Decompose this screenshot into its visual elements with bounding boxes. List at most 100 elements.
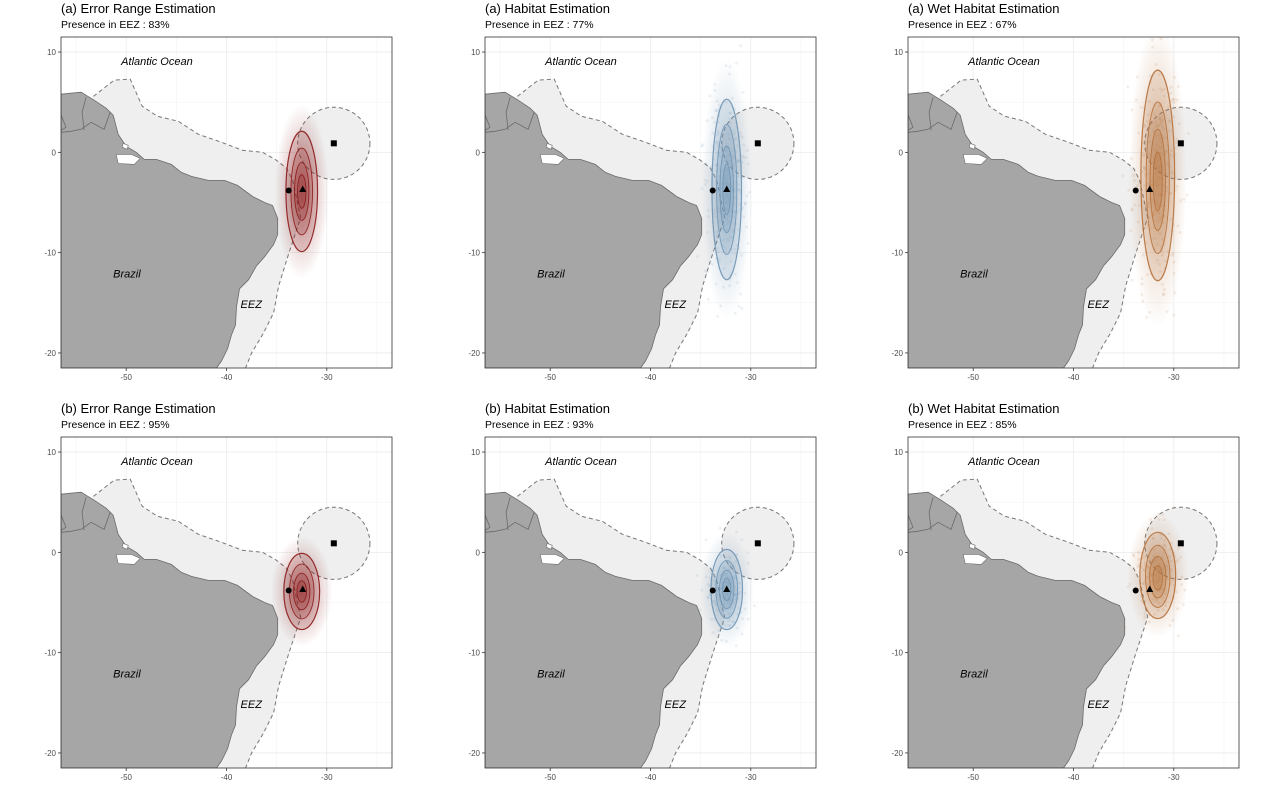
sample-point bbox=[1153, 179, 1157, 183]
sample-point bbox=[1143, 615, 1147, 619]
panel-title: (b) Error Range Estimation bbox=[61, 401, 216, 416]
sample-point bbox=[715, 608, 719, 612]
x-tick-label: -50 bbox=[544, 373, 556, 382]
sample-point bbox=[728, 624, 732, 627]
sample-point bbox=[1160, 282, 1164, 286]
sample-point bbox=[1173, 291, 1177, 295]
sample-point bbox=[1136, 184, 1139, 188]
sample-point bbox=[706, 215, 710, 219]
sample-point bbox=[713, 580, 717, 583]
sample-point bbox=[733, 593, 737, 596]
sample-point bbox=[1170, 149, 1173, 152]
sample-point bbox=[722, 566, 726, 569]
sample-point bbox=[1158, 193, 1162, 197]
sample-point bbox=[1161, 253, 1164, 257]
sample-point bbox=[1168, 624, 1172, 628]
sample-point bbox=[742, 156, 746, 159]
sample-point bbox=[1142, 165, 1146, 169]
sample-point bbox=[731, 216, 735, 220]
sample-point bbox=[727, 623, 730, 627]
sample-point bbox=[735, 626, 739, 630]
panel-subtitle: Presence in EEZ : 85% bbox=[908, 419, 1017, 431]
sample-point bbox=[1136, 564, 1140, 568]
sample-point bbox=[1158, 232, 1162, 236]
y-tick-label: -20 bbox=[468, 749, 480, 758]
sample-point bbox=[1179, 199, 1183, 203]
sample-point bbox=[1142, 582, 1146, 586]
sample-point bbox=[740, 538, 744, 542]
sample-point bbox=[727, 619, 731, 622]
sample-point bbox=[735, 61, 739, 65]
sample-point bbox=[1133, 203, 1137, 207]
country-label: Brazil bbox=[113, 269, 141, 281]
sample-point bbox=[746, 551, 750, 555]
sample-point bbox=[716, 235, 719, 239]
sample-point bbox=[1154, 598, 1158, 602]
sample-point bbox=[1143, 561, 1147, 565]
sample-point bbox=[743, 202, 747, 206]
sample-point bbox=[732, 155, 736, 159]
sample-point bbox=[1131, 173, 1135, 177]
y-tick-label: -10 bbox=[44, 249, 56, 258]
y-tick-label: 0 bbox=[899, 548, 904, 557]
sample-point bbox=[1183, 588, 1187, 592]
y-tick-label: -20 bbox=[44, 749, 56, 758]
sample-point bbox=[740, 154, 744, 158]
sample-point bbox=[717, 628, 720, 632]
sample-point bbox=[724, 149, 728, 152]
sample-point bbox=[1161, 237, 1165, 241]
sample-point bbox=[1172, 32, 1175, 35]
sample-point bbox=[733, 247, 737, 251]
sample-point bbox=[1163, 544, 1167, 548]
y-tick-label: -10 bbox=[44, 649, 56, 658]
sample-point bbox=[1156, 124, 1160, 128]
sample-point bbox=[1180, 575, 1184, 579]
sample-point bbox=[722, 566, 726, 570]
country-label: Brazil bbox=[113, 669, 141, 681]
sample-point bbox=[1162, 518, 1166, 522]
sample-point bbox=[1169, 191, 1173, 195]
sample-point bbox=[1164, 589, 1168, 592]
sample-point bbox=[745, 194, 749, 198]
brazil-land bbox=[908, 491, 1126, 768]
plot-area: Atlantic Ocean Brazil EEZ bbox=[908, 437, 1239, 768]
ocean-label: Atlantic Ocean bbox=[544, 56, 617, 68]
sample-point bbox=[1139, 105, 1143, 109]
sample-point bbox=[728, 235, 732, 239]
sample-point bbox=[1169, 85, 1173, 89]
eez-label: EEZ bbox=[1088, 299, 1111, 311]
sample-point bbox=[724, 200, 728, 204]
density-contour bbox=[1149, 556, 1167, 599]
sample-point bbox=[1158, 165, 1162, 168]
sample-point bbox=[1153, 612, 1156, 616]
sample-point bbox=[1154, 166, 1158, 169]
sample-point bbox=[745, 149, 749, 152]
border-line bbox=[485, 512, 535, 533]
sample-point bbox=[732, 132, 736, 136]
sample-point bbox=[1142, 154, 1145, 158]
sample-point bbox=[1156, 143, 1160, 147]
sample-point bbox=[736, 160, 740, 163]
sample-point bbox=[1157, 579, 1161, 583]
sample-point bbox=[1167, 532, 1171, 536]
plot-area: Atlantic Ocean Brazil EEZ bbox=[485, 437, 816, 768]
sample-point bbox=[727, 239, 731, 242]
sample-point bbox=[715, 589, 719, 593]
sample-point bbox=[1169, 91, 1173, 95]
sample-point bbox=[741, 90, 745, 94]
plot-area: Atlantic Ocean Brazil EEZ bbox=[61, 37, 392, 368]
sample-point bbox=[1153, 572, 1157, 576]
sample-point bbox=[1150, 527, 1154, 531]
sample-point bbox=[1161, 555, 1165, 559]
sample-point bbox=[1156, 259, 1160, 262]
sample-point bbox=[1161, 221, 1165, 225]
sample-point bbox=[1172, 506, 1176, 510]
sample-point bbox=[725, 169, 729, 173]
x-tick-label: -40 bbox=[221, 373, 233, 382]
sample-point bbox=[1126, 585, 1130, 589]
sample-point bbox=[726, 132, 730, 136]
sample-point bbox=[1132, 553, 1135, 557]
sample-point bbox=[710, 262, 714, 266]
border-line bbox=[908, 513, 914, 531]
sample-point bbox=[1152, 547, 1156, 551]
